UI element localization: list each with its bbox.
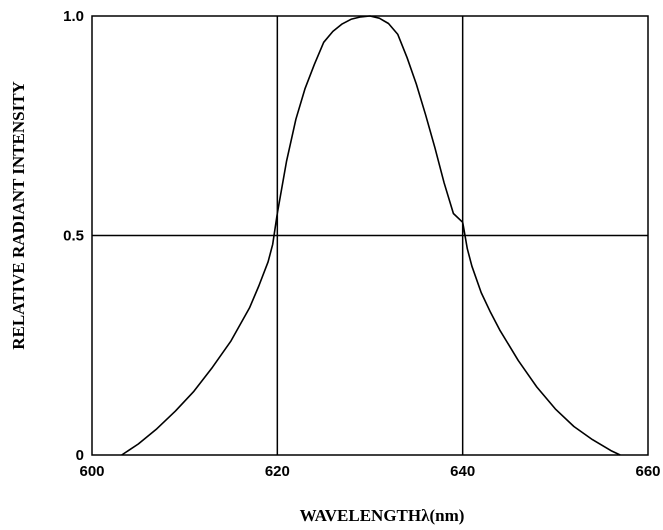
x-tick-label: 620 — [265, 463, 290, 480]
y-tick-labels: 0 0.5 1.0 — [63, 8, 84, 464]
x-tick-label: 660 — [635, 463, 660, 480]
grid-lines — [92, 16, 648, 455]
x-tick-label: 600 — [79, 463, 104, 480]
y-tick-label: 0.5 — [63, 228, 84, 245]
x-tick-labels: 600 620 640 660 — [79, 463, 660, 480]
y-tick-label: 1.0 — [63, 8, 84, 25]
spectrum-curve — [121, 15, 621, 456]
y-axis-label: RELATIVE RADIANT INTENSITY — [9, 81, 28, 350]
series-layer — [121, 15, 621, 456]
x-axis-label: WAVELENGTHλ(nm) — [300, 506, 465, 525]
y-tick-label: 0 — [76, 447, 84, 464]
x-tick-label: 640 — [450, 463, 475, 480]
